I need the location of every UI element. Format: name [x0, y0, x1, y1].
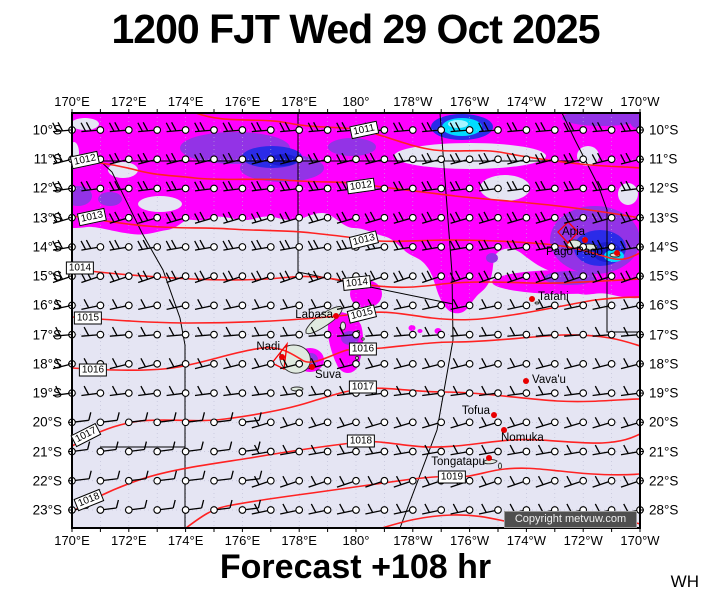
isobar-label-1017: 1017 [348, 380, 378, 394]
city-label-labasa: Labasa [295, 309, 333, 321]
lon-label-top: 176°W [450, 94, 490, 109]
lon-label-top: 176°E [224, 94, 261, 109]
isobar-label-1016: 1016 [78, 363, 108, 377]
city-dot-labasa [333, 313, 339, 319]
lat-label-left: 15°S [32, 268, 62, 284]
lon-label-bottom: 170°E [54, 533, 90, 548]
map-border [71, 112, 641, 529]
city-label-nomuka: Nomuka [501, 432, 544, 444]
wind-barb-layer [52, 121, 644, 515]
lat-label-right: 17°S [649, 327, 679, 343]
lon-label-bottom: 174°W [506, 533, 546, 548]
city-label-pago-pago: Pago Pago [546, 246, 603, 258]
city-dot-apia [582, 237, 588, 243]
city-dot-suva [309, 364, 315, 370]
isobar-label-1014: 1014 [65, 261, 95, 275]
copyright-badge: Copyright metvuw.com [504, 511, 637, 528]
triangle-marker [270, 341, 288, 370]
city-dot-nadi [279, 354, 285, 360]
forecast-hour-label: Forecast +108 hr [219, 548, 492, 586]
lat-label-left: 18°S [32, 356, 62, 372]
city-label-suva: Suva [315, 369, 342, 381]
city-label-nadi: Nadi [256, 341, 280, 353]
lat-label-right: 13°S [649, 210, 679, 226]
lon-label-top: 180° [342, 94, 370, 109]
lon-label-top: 170°E [54, 94, 90, 109]
city-dot-tofua [491, 412, 497, 418]
island-taveuni [340, 321, 346, 331]
diamond-marker [557, 221, 579, 244]
lon-label-bottom: 170°W [620, 533, 660, 548]
lat-label-left: 23°S [32, 502, 62, 518]
lat-label-right: 21°S [649, 444, 679, 460]
city-dot-pago-pago [614, 250, 620, 256]
city-dot-nomuka [501, 427, 507, 433]
lat-label-left: 21°S [32, 444, 62, 460]
lon-label-top: 178°E [281, 94, 317, 109]
lat-label-left: 22°S [32, 473, 62, 489]
city-label-apia: Apia [562, 226, 586, 238]
storm-markers [270, 221, 579, 370]
lon-label-top: 172°W [563, 94, 603, 109]
isobar-1015 [72, 296, 640, 324]
lat-label-right: 11°S [649, 151, 678, 167]
lat-label-left: 14°S [32, 239, 62, 255]
lat-label-right: 18°S [649, 356, 679, 372]
lat-label-right: 14°S [649, 239, 679, 255]
lon-label-bottom: 172°W [563, 533, 603, 548]
lat-label-left: 12°S [32, 180, 62, 196]
lon-label-bottom: 176°W [450, 533, 490, 548]
lat-label-right: 20°S [649, 414, 679, 430]
lon-label-bottom: 172°E [111, 533, 147, 548]
isobar-label-1018: 1018 [346, 434, 376, 448]
lon-label-top: 172°E [111, 94, 147, 109]
lat-label-right: 10°S [649, 122, 679, 138]
lon-label-bottom: 178°W [393, 533, 433, 548]
isobar-1018 [72, 433, 640, 513]
isobar-1011 [195, 113, 640, 169]
city-dot-tafahi [529, 296, 535, 302]
isobar-1016 [72, 334, 640, 372]
city-label-tongatapu: Tongatapu [431, 456, 485, 468]
forecaster-initials: WH [670, 572, 699, 591]
city-dot-vava-u [523, 378, 529, 384]
lon-label-top: 174°W [506, 94, 546, 109]
lat-label-right: 15°S [649, 268, 679, 284]
lon-label-bottom: 180° [342, 533, 370, 548]
lon-label-top: 178°W [393, 94, 433, 109]
lat-label-left: 10°S [32, 122, 62, 138]
lat-label-left: 11°S [33, 151, 62, 167]
lat-label-left: 17°S [32, 327, 62, 343]
lat-label-left: 20°S [32, 414, 62, 430]
chart-title: 1200 FJT Wed 29 Oct 2025 [111, 6, 600, 52]
lat-label-right: 16°S [649, 297, 679, 313]
city-label-tofua: Tofua [461, 405, 490, 417]
city-label-vava-u: Vava'u [532, 374, 566, 386]
lat-label-left: 13°S [32, 210, 62, 226]
city-label-tafahi: Tafahi [538, 291, 569, 303]
lat-label-right: 22°S [649, 473, 679, 489]
lat-label-right: 28°S [649, 502, 679, 518]
lat-label-left: 16°S [32, 297, 62, 313]
isobar-label-1015: 1015 [73, 311, 103, 325]
city-dot-tongatapu [486, 455, 492, 461]
lon-label-bottom: 174°E [167, 533, 204, 548]
lon-label-top: 170°W [620, 94, 660, 109]
isobar-label-1016: 1016 [348, 342, 378, 356]
lat-label-right: 19°S [649, 385, 679, 401]
isobar-label-1019: 1019 [437, 470, 467, 484]
lat-label-left: 19°S [32, 385, 62, 401]
lat-label-right: 12°S [649, 180, 679, 196]
lon-label-bottom: 178°E [281, 533, 317, 548]
lon-label-bottom: 176°E [224, 533, 261, 548]
lon-label-top: 174°E [167, 94, 204, 109]
